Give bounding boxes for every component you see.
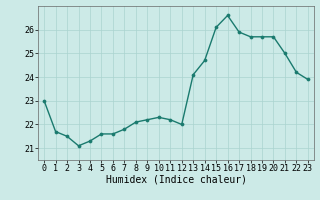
X-axis label: Humidex (Indice chaleur): Humidex (Indice chaleur) bbox=[106, 175, 246, 185]
